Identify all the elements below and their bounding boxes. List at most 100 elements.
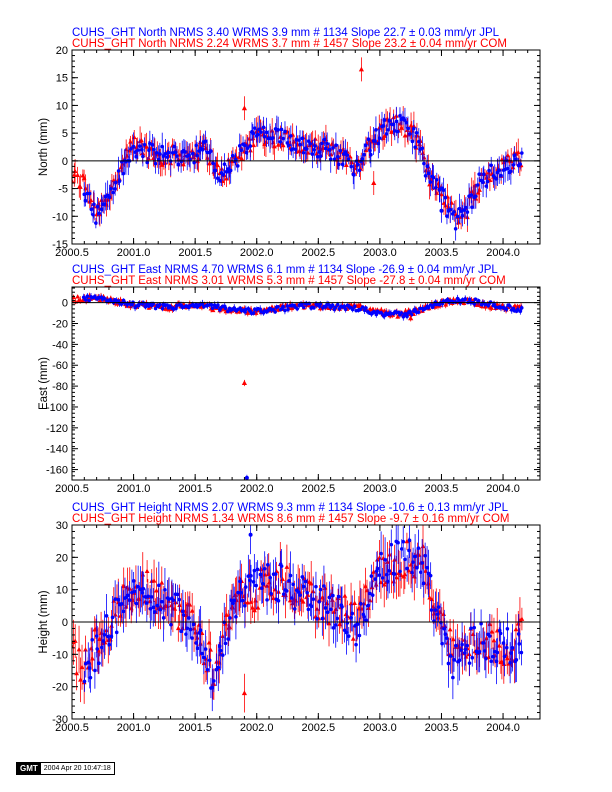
data-point-jpl <box>407 548 411 553</box>
x-tick-label: 2001.0 <box>117 247 151 259</box>
data-point-com <box>74 670 80 676</box>
data-point-jpl <box>327 595 332 600</box>
data-point-com <box>291 139 297 144</box>
data-point-jpl <box>340 605 344 609</box>
data-point-jpl <box>141 154 145 159</box>
data-point-jpl <box>268 575 273 580</box>
data-point-jpl <box>495 650 500 655</box>
data-point-com <box>491 637 497 643</box>
data-point-com <box>83 647 88 652</box>
data-point-jpl <box>396 129 400 134</box>
data-point-jpl <box>337 594 341 599</box>
data-point-jpl <box>243 603 247 608</box>
data-point-com <box>284 564 290 569</box>
data-point-jpl <box>469 626 473 631</box>
data-point-jpl <box>94 221 98 225</box>
y-tick-label: 15 <box>56 73 68 85</box>
data-point-jpl <box>97 211 101 216</box>
data-point-jpl <box>519 650 524 655</box>
data-point-jpl <box>301 150 306 155</box>
data-point-jpl <box>301 584 306 589</box>
data-point-jpl <box>333 305 338 310</box>
data-point-jpl <box>392 572 397 576</box>
data-point-jpl <box>150 143 155 147</box>
data-point-jpl <box>315 154 320 159</box>
data-point-jpl <box>355 162 360 167</box>
x-tick-label: 2002.0 <box>240 247 274 259</box>
data-point-jpl <box>433 608 438 612</box>
data-point-jpl <box>284 589 289 593</box>
data-point-jpl <box>312 306 316 310</box>
data-point-jpl <box>318 587 323 592</box>
data-point-jpl <box>489 163 494 168</box>
series-jpl-east <box>81 293 524 321</box>
data-point-jpl <box>259 130 263 134</box>
y-tick-label: -20 <box>52 319 68 331</box>
x-tick-label: 2003.0 <box>363 722 397 734</box>
x-tick-label: 2003.0 <box>363 483 397 495</box>
data-point-com <box>172 606 178 611</box>
y-tick-label: -40 <box>52 339 68 351</box>
data-point-jpl <box>143 304 148 309</box>
data-point-jpl <box>238 579 243 584</box>
data-point-jpl <box>379 311 384 315</box>
data-point-jpl <box>260 581 265 586</box>
data-point-jpl <box>455 214 460 219</box>
data-point-jpl <box>95 204 100 209</box>
data-point-jpl <box>335 616 340 621</box>
data-point-jpl <box>97 661 101 666</box>
data-point-com <box>255 605 261 610</box>
data-point-jpl <box>374 128 378 132</box>
data-point-jpl <box>210 685 215 690</box>
data-point-com <box>98 630 104 635</box>
data-point-com <box>72 178 75 184</box>
data-point-jpl <box>172 144 176 149</box>
data-point-jpl <box>379 551 383 556</box>
data-point-jpl <box>460 213 465 218</box>
data-point-jpl <box>514 658 519 662</box>
data-point-jpl <box>281 304 285 309</box>
y-tick-label: -5 <box>58 184 68 196</box>
data-point-jpl <box>171 598 175 603</box>
data-point-jpl <box>188 627 193 632</box>
data-point-com <box>404 538 410 544</box>
data-point-jpl <box>187 616 191 620</box>
data-point-jpl <box>512 153 517 158</box>
data-point-jpl <box>163 588 167 592</box>
data-point-com <box>275 142 281 147</box>
data-point-com <box>280 142 286 148</box>
data-point-com <box>402 571 408 577</box>
y-tick-label: 30 <box>56 520 68 532</box>
data-point-com <box>427 595 433 600</box>
data-point-jpl <box>429 608 434 612</box>
data-point-jpl <box>251 131 255 136</box>
data-point-jpl <box>383 558 387 562</box>
data-point-jpl <box>416 546 421 550</box>
data-point-jpl <box>102 633 107 637</box>
data-point-jpl <box>298 593 302 597</box>
data-point-jpl <box>460 642 464 647</box>
data-point-jpl <box>248 144 253 148</box>
data-point-com <box>175 625 181 631</box>
data-point-com <box>442 623 448 628</box>
data-point-jpl <box>516 632 521 636</box>
data-point-jpl <box>109 298 113 303</box>
data-point-jpl <box>218 178 222 183</box>
data-point-jpl <box>95 647 100 651</box>
data-point-jpl <box>134 601 139 606</box>
outlier-point <box>248 532 253 537</box>
y-tick-label: -100 <box>46 402 68 414</box>
data-point-jpl <box>160 306 165 311</box>
data-point-jpl <box>368 148 372 153</box>
data-point-com <box>140 572 146 577</box>
data-point-jpl <box>338 148 343 153</box>
data-point-com <box>287 597 293 603</box>
data-point-jpl <box>504 307 509 311</box>
data-point-jpl <box>223 306 228 310</box>
data-point-jpl <box>436 605 441 609</box>
data-point-jpl <box>331 626 336 630</box>
data-point-jpl <box>220 653 225 657</box>
data-point-jpl <box>504 645 509 650</box>
data-point-jpl <box>201 655 206 660</box>
data-point-jpl <box>283 308 287 313</box>
